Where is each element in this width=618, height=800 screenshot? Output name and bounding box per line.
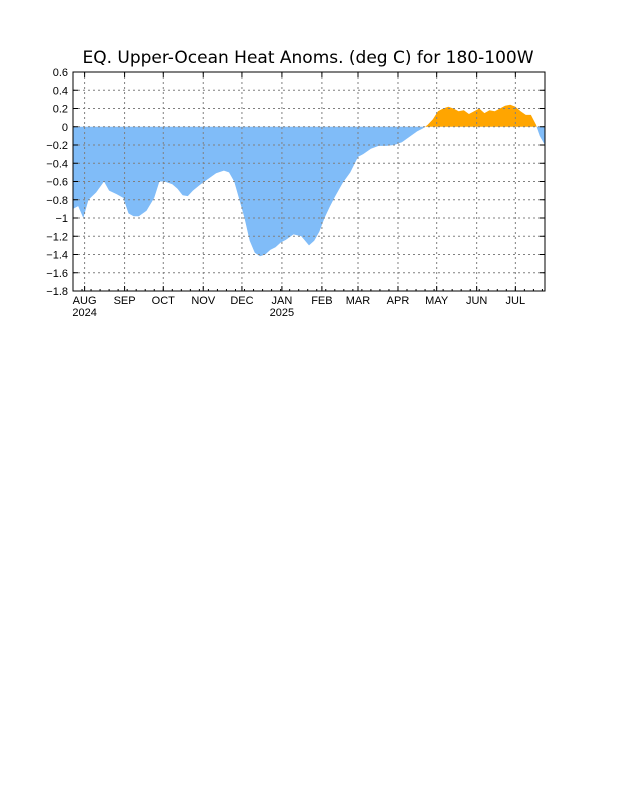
y-tick-label: −1.2 bbox=[46, 231, 68, 243]
x-tick-label: JUN bbox=[466, 295, 487, 307]
y-tick-label: 0.2 bbox=[53, 104, 68, 116]
y-tick-label: −1.4 bbox=[46, 250, 68, 262]
x-tick-label: FEB bbox=[311, 295, 332, 307]
grid bbox=[73, 72, 545, 291]
y-tick-label: 0.6 bbox=[53, 67, 68, 79]
y-tick-label: −0.4 bbox=[46, 158, 68, 170]
positive-anomaly-area bbox=[425, 104, 537, 127]
y-tick-label: 0 bbox=[62, 122, 68, 134]
y-tick-label: −0.8 bbox=[46, 195, 68, 207]
y-tick-label: 0.4 bbox=[53, 85, 68, 97]
x-tick-label: JAN bbox=[272, 295, 293, 307]
y-tick-label: −1.6 bbox=[46, 268, 68, 280]
x-tick-label: AUG bbox=[73, 295, 97, 307]
plot-frame bbox=[72, 71, 546, 292]
negative-anomaly-area bbox=[536, 126, 545, 145]
x-tick-year-label: 2025 bbox=[270, 307, 294, 319]
x-tick-label: APR bbox=[387, 295, 410, 307]
y-tick-label: −0.6 bbox=[46, 177, 68, 189]
x-tick-label: NOV bbox=[191, 295, 216, 307]
x-tick-year-label: 2024 bbox=[72, 307, 96, 319]
y-tick-label: −0.2 bbox=[46, 140, 68, 152]
x-tick-label: MAR bbox=[346, 295, 371, 307]
x-tick-label: MAY bbox=[425, 295, 449, 307]
y-tick-label: −1.8 bbox=[46, 286, 68, 298]
x-tick-label: JUL bbox=[506, 295, 526, 307]
y-tick-label: −1 bbox=[55, 213, 68, 225]
negative-anomaly-area bbox=[73, 126, 426, 257]
x-tick-label: OCT bbox=[152, 295, 176, 307]
chart-title: EQ. Upper-Ocean Heat Anoms. (deg C) for … bbox=[82, 48, 533, 68]
plot-area bbox=[73, 104, 545, 257]
x-tick-label: SEP bbox=[114, 295, 136, 307]
x-tick-label: DEC bbox=[230, 295, 253, 307]
